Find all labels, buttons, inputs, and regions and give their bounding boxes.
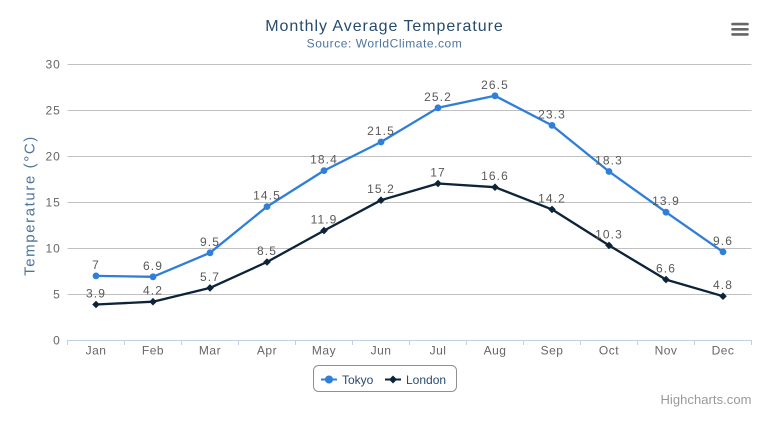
svg-text:4.8: 4.8 <box>713 278 733 292</box>
svg-text:Source: WorldClimate.com: Source: WorldClimate.com <box>307 37 463 51</box>
svg-text:5.7: 5.7 <box>200 270 220 284</box>
svg-text:Monthly Average Temperature: Monthly Average Temperature <box>265 18 504 35</box>
svg-text:14.5: 14.5 <box>253 189 281 203</box>
svg-text:15: 15 <box>45 196 60 210</box>
svg-text:9.5: 9.5 <box>200 235 220 249</box>
svg-text:Dec: Dec <box>712 344 735 358</box>
svg-text:16.6: 16.6 <box>481 169 509 183</box>
svg-text:26.5: 26.5 <box>481 78 509 92</box>
svg-text:13.9: 13.9 <box>652 194 680 208</box>
svg-text:0: 0 <box>53 334 61 348</box>
svg-text:Aug: Aug <box>484 344 507 358</box>
svg-text:Highcharts.com: Highcharts.com <box>660 392 751 407</box>
svg-text:9.6: 9.6 <box>713 234 733 248</box>
svg-text:30: 30 <box>45 58 60 72</box>
svg-text:Tokyo: Tokyo <box>342 373 374 387</box>
svg-text:23.3: 23.3 <box>538 107 566 121</box>
svg-text:15.2: 15.2 <box>367 182 395 196</box>
svg-text:3.9: 3.9 <box>86 287 106 301</box>
svg-text:17: 17 <box>430 166 446 180</box>
svg-text:May: May <box>312 344 336 358</box>
svg-text:Apr: Apr <box>257 344 277 358</box>
svg-text:18.3: 18.3 <box>595 154 623 168</box>
svg-text:18.4: 18.4 <box>310 153 338 167</box>
svg-text:10: 10 <box>45 242 60 256</box>
svg-text:6.9: 6.9 <box>143 259 163 273</box>
svg-text:25: 25 <box>45 104 60 118</box>
svg-text:7: 7 <box>92 258 100 272</box>
svg-text:6.6: 6.6 <box>656 262 676 276</box>
svg-text:14.2: 14.2 <box>538 191 566 205</box>
svg-text:21.5: 21.5 <box>367 124 395 138</box>
svg-text:5: 5 <box>53 288 61 302</box>
svg-text:Temperature (°C): Temperature (°C) <box>22 135 39 276</box>
svg-text:10.3: 10.3 <box>595 227 623 241</box>
svg-text:London: London <box>406 373 446 387</box>
svg-text:Oct: Oct <box>599 344 619 358</box>
svg-text:Sep: Sep <box>541 344 564 358</box>
svg-text:Feb: Feb <box>142 344 164 358</box>
svg-text:11.9: 11.9 <box>311 213 338 227</box>
svg-text:Jun: Jun <box>371 344 392 358</box>
svg-text:8.5: 8.5 <box>257 244 277 258</box>
svg-text:4.2: 4.2 <box>143 284 163 298</box>
svg-text:Jan: Jan <box>86 344 107 358</box>
svg-text:Mar: Mar <box>199 344 221 358</box>
svg-text:Jul: Jul <box>430 344 447 358</box>
svg-text:Nov: Nov <box>655 344 678 358</box>
svg-text:20: 20 <box>45 150 60 164</box>
svg-text:25.2: 25.2 <box>424 90 452 104</box>
